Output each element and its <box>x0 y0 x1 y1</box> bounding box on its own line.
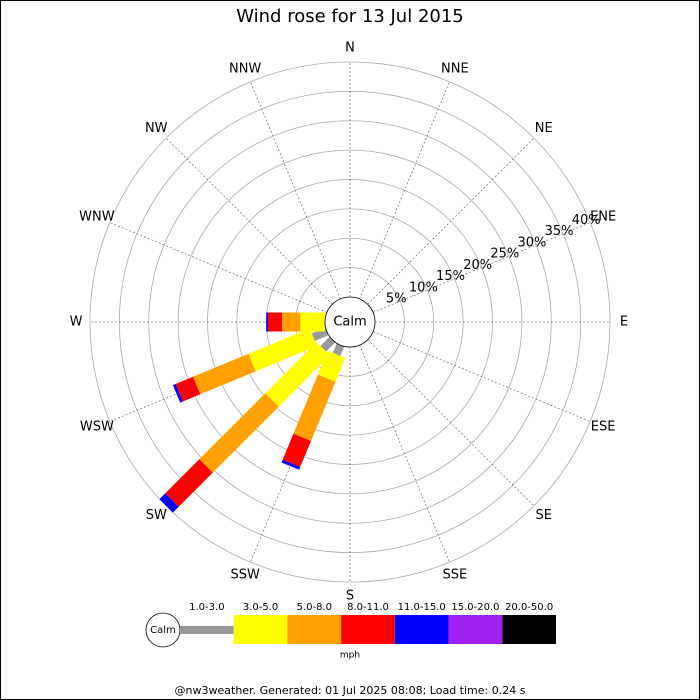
ring-label: 25% <box>490 247 519 262</box>
legend-swatch <box>180 626 234 634</box>
rose-segment <box>165 459 213 507</box>
legend-label: 11.0-15.0 <box>398 602 446 613</box>
direction-label: E <box>620 315 628 330</box>
direction-label: NE <box>535 121 553 136</box>
direction-label: NNW <box>229 61 261 76</box>
direction-label: NNE <box>441 61 469 76</box>
legend-swatch <box>341 615 395 644</box>
direction-label: NW <box>145 121 168 136</box>
direction-label: N <box>345 41 355 56</box>
rose-segment <box>266 312 269 332</box>
legend-label: 20.0-50.0 <box>505 602 553 613</box>
legend-label: 8.0-11.0 <box>347 602 389 613</box>
spoke <box>372 331 591 422</box>
rose-segment <box>293 374 336 442</box>
direction-label: WNW <box>79 210 115 225</box>
rose-segment <box>300 312 325 332</box>
rose-segment <box>199 393 279 473</box>
spoke <box>359 81 450 300</box>
calm-circle <box>324 296 376 348</box>
direction-label: S <box>346 589 354 604</box>
legend-label: 5.0-8.0 <box>297 602 332 613</box>
chart-title: Wind rose for 13 Jul 2015 <box>236 6 464 27</box>
legend-label: 1.0-3.0 <box>189 602 224 613</box>
spoke <box>250 81 341 300</box>
grid-ring <box>177 149 523 495</box>
legend-label: 3.0-5.0 <box>243 602 278 613</box>
ring-label: 15% <box>436 269 465 284</box>
legend-swatch <box>233 615 288 644</box>
rose-segment <box>248 328 317 372</box>
rose-segment <box>332 343 345 356</box>
rose-segment <box>172 383 183 403</box>
direction-label: SE <box>536 508 552 523</box>
ring-label: 5% <box>386 292 407 307</box>
rose-segment <box>193 353 256 395</box>
ring-label: 20% <box>463 258 492 273</box>
spoke <box>367 137 535 305</box>
spoke <box>359 344 450 563</box>
legend-swatch <box>394 615 449 644</box>
direction-label: ESE <box>591 419 616 434</box>
direction-label: SSE <box>442 568 467 583</box>
rose-segment <box>282 433 311 468</box>
rose-segment <box>281 459 301 470</box>
footer: @nw3weather. Generated: 01 Jul 2025 08:0… <box>175 684 526 697</box>
rose-segment <box>159 493 179 513</box>
legend-calm-label: Calm <box>150 625 176 636</box>
rose-segment <box>265 342 330 407</box>
direction-label: WSW <box>80 419 114 434</box>
spoke <box>165 137 333 305</box>
grid-ring <box>89 61 611 583</box>
legend-swatch <box>502 615 556 644</box>
rose-segment <box>320 336 336 352</box>
ring-label: 30% <box>517 235 546 250</box>
rose-segment <box>175 376 201 402</box>
ring-label: 35% <box>545 224 574 239</box>
unit-label: mph <box>340 651 360 661</box>
legend-label: 15.0-20.0 <box>451 602 499 613</box>
calm-label: Calm <box>333 315 366 330</box>
spoke <box>109 222 328 313</box>
spoke <box>367 339 535 507</box>
direction-label: W <box>70 315 83 330</box>
legend-swatch <box>287 615 342 644</box>
rose-segment <box>282 312 301 332</box>
direction-label: ENE <box>590 210 616 225</box>
ring-label: 40% <box>572 213 601 228</box>
spoke <box>372 222 591 313</box>
ring-label: 10% <box>409 280 438 295</box>
rose-segment <box>268 312 283 332</box>
direction-label: SW <box>146 508 167 523</box>
direction-label: SSW <box>230 568 260 583</box>
legend-swatch <box>448 615 503 644</box>
